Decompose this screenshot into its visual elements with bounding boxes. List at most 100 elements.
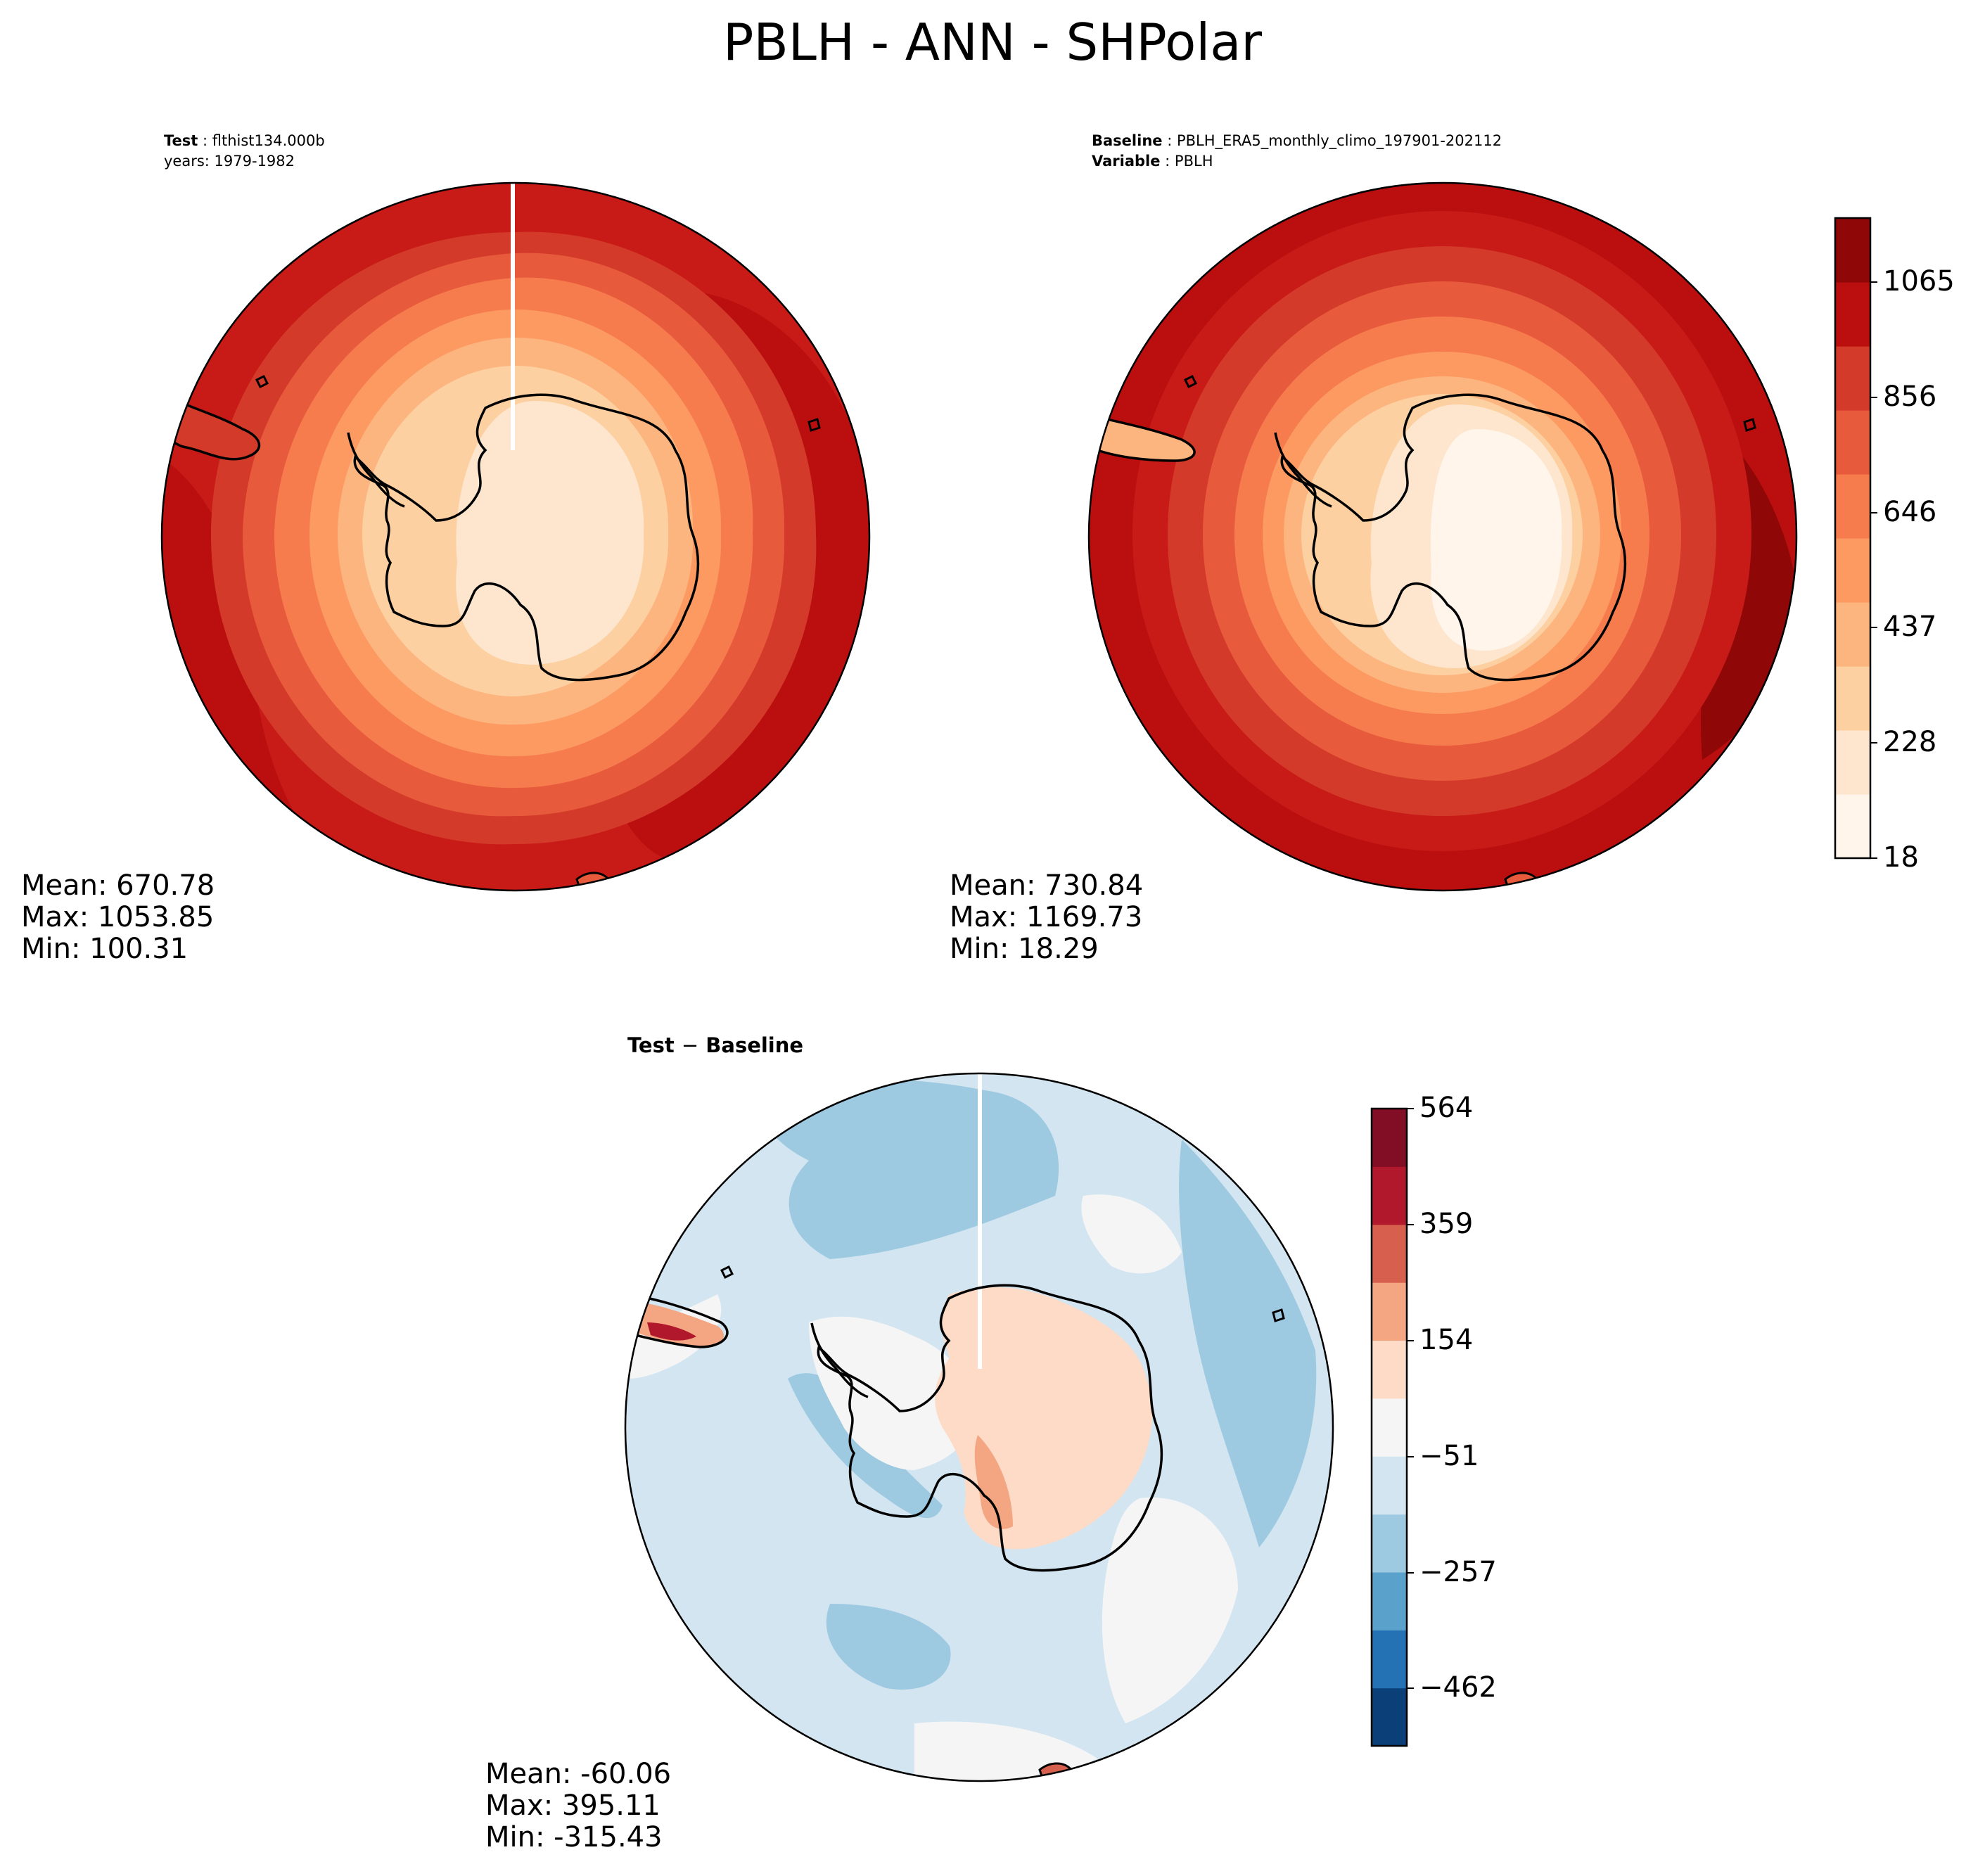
test-header: Test : flthist134.000b years: 1979-1982: [164, 131, 325, 172]
colorbar-segment: [1835, 410, 1870, 475]
diff-region-light-se: [1102, 1497, 1238, 1723]
test-mean: Mean: 670.78: [21, 869, 215, 902]
baseline-header: Baseline : PBLH_ERA5_monthly_climo_19790…: [1092, 132, 1502, 170]
baseline-mean: Mean: 730.84: [950, 869, 1144, 902]
absolute-colorbar-tick-mark: [1870, 512, 1877, 513]
figure-title: PBLH - ANN - SHPolar: [722, 13, 1263, 72]
variable-label: Variable: [1092, 153, 1161, 170]
absolute-colorbar-tick-label: 856: [1883, 381, 1937, 413]
baseline-map: [1089, 183, 1796, 891]
test-map: [162, 183, 869, 891]
colorbar-segment: [1835, 602, 1870, 667]
colorbar-segment: [1372, 1687, 1407, 1747]
test-map-boundary: [160, 181, 871, 892]
difference-colorbar-tick-label: 359: [1419, 1208, 1474, 1240]
test-years: years: 1979-1982: [164, 153, 295, 170]
absolute-colorbar-tick-label: 646: [1883, 496, 1937, 528]
diff-mean: Mean: -60.06: [485, 1758, 672, 1790]
absolute-colorbar-frame: [1834, 217, 1872, 860]
colorbar-segment: [1835, 666, 1870, 731]
colorbar-segment: [1372, 1224, 1407, 1283]
test-header-label: Test: [164, 132, 198, 149]
baseline-antarctica-coastline: [1280, 393, 1627, 682]
colorbar-segment: [1835, 538, 1870, 603]
diff-stats: Mean: -60.06 Max: 395.11 Min: -315.43: [485, 1759, 671, 1853]
diff-region-blue-east: [1179, 1140, 1317, 1548]
absolute-colorbar-tick-label: 18: [1883, 841, 1919, 874]
test-island-2: [808, 418, 821, 432]
difference-colorbar-tick-mark: [1407, 1108, 1414, 1109]
diff-header-baseline: Baseline: [706, 1033, 804, 1057]
diff-map-boundary: [624, 1072, 1334, 1782]
difference-colorbar-tick-mark: [1407, 1224, 1414, 1225]
absolute-colorbar-tick-mark: [1870, 627, 1877, 628]
diff-island-2: [1272, 1308, 1285, 1322]
colorbar-segment: [1835, 282, 1870, 347]
test-case-name: flthist134.000b: [212, 132, 325, 149]
test-stats: Mean: 670.78 Max: 1053.85 Min: 100.31: [21, 870, 215, 965]
difference-colorbar-tick-label: 564: [1419, 1092, 1474, 1124]
absolute-colorbar-tick-mark: [1870, 397, 1877, 398]
difference-colorbar-tick-label: −257: [1419, 1556, 1497, 1588]
absolute-colorbar-tick-label: 1065: [1883, 265, 1955, 298]
baseline-stats: Mean: 730.84 Max: 1169.73 Min: 18.29: [950, 870, 1143, 965]
diff-region-blue-south: [826, 1604, 951, 1690]
baseline-island-2: [1743, 418, 1756, 432]
diff-header: Test − Baseline: [627, 1035, 803, 1056]
diff-island-1: [720, 1265, 734, 1280]
absolute-colorbar-tick-label: 437: [1883, 611, 1937, 643]
colorbar-segment: [1835, 346, 1870, 411]
diff-header-test: Test: [627, 1033, 675, 1057]
colorbar-segment: [1372, 1340, 1407, 1399]
colorbar-segment: [1835, 474, 1870, 539]
colorbar-segment: [1835, 218, 1870, 283]
difference-colorbar-tick-mark: [1407, 1340, 1414, 1341]
baseline-south-america: [1089, 413, 1196, 462]
baseline-min: Min: 18.29: [950, 933, 1099, 965]
difference-colorbar-tick-label: −462: [1419, 1671, 1497, 1704]
difference-colorbar-frame: [1370, 1107, 1408, 1747]
test-south-america: [162, 392, 261, 461]
difference-colorbar-tick-label: 154: [1419, 1324, 1474, 1356]
test-island-1: [255, 374, 269, 389]
diff-missing-meridian: [978, 1073, 982, 1369]
baseline-peninsula-coastline: [1274, 432, 1332, 508]
difference-colorbar-tick-mark: [1407, 1687, 1414, 1689]
test-peninsula-coastline: [347, 432, 405, 508]
baseline-island-1: [1183, 374, 1198, 389]
colorbar-segment: [1372, 1456, 1407, 1515]
baseline-max: Max: 1169.73: [950, 901, 1143, 933]
colorbar-segment: [1372, 1166, 1407, 1225]
baseline-map-boundary: [1087, 181, 1798, 892]
diff-max: Max: 395.11: [485, 1789, 660, 1822]
colorbar-segment: [1372, 1571, 1407, 1631]
test-band-interior: [456, 401, 644, 665]
diff-south-america-peak: [647, 1322, 696, 1341]
diff-south-america-positive: [625, 1301, 725, 1347]
test-max: Max: 1053.85: [21, 901, 215, 933]
colorbar-segment: [1372, 1630, 1407, 1689]
variable-name: PBLH: [1174, 153, 1213, 170]
colorbar-segment: [1835, 794, 1870, 859]
difference-colorbar-tick-mark: [1407, 1456, 1414, 1457]
absolute-colorbar-tick-mark: [1870, 857, 1877, 859]
absolute-colorbar-tick-mark: [1870, 742, 1877, 744]
baseline-case-name: PBLH_ERA5_monthly_climo_197901-202112: [1176, 132, 1502, 149]
absolute-colorbar-tick-label: 228: [1883, 726, 1937, 758]
colorbar-segment: [1835, 730, 1870, 795]
baseline-band-core: [1430, 429, 1562, 651]
colorbar-segment: [1372, 1514, 1407, 1573]
absolute-colorbar-tick-mark: [1870, 281, 1877, 283]
difference-colorbar-tick-mark: [1407, 1572, 1414, 1574]
colorbar-segment: [1372, 1109, 1407, 1167]
diff-peninsula-coastline: [810, 1322, 869, 1398]
difference-colorbar-tick-label: −51: [1419, 1440, 1479, 1472]
test-missing-meridian: [511, 183, 515, 450]
diff-antarctica-positive-2: [974, 1435, 1013, 1529]
diff-map: [625, 1073, 1333, 1781]
diff-south-america-coastline: [625, 1293, 729, 1348]
diff-antarctica-coastline: [817, 1284, 1163, 1572]
colorbar-segment: [1372, 1282, 1407, 1341]
diff-region-light-ne: [1081, 1194, 1182, 1274]
test-band-deep-east: [619, 290, 869, 864]
